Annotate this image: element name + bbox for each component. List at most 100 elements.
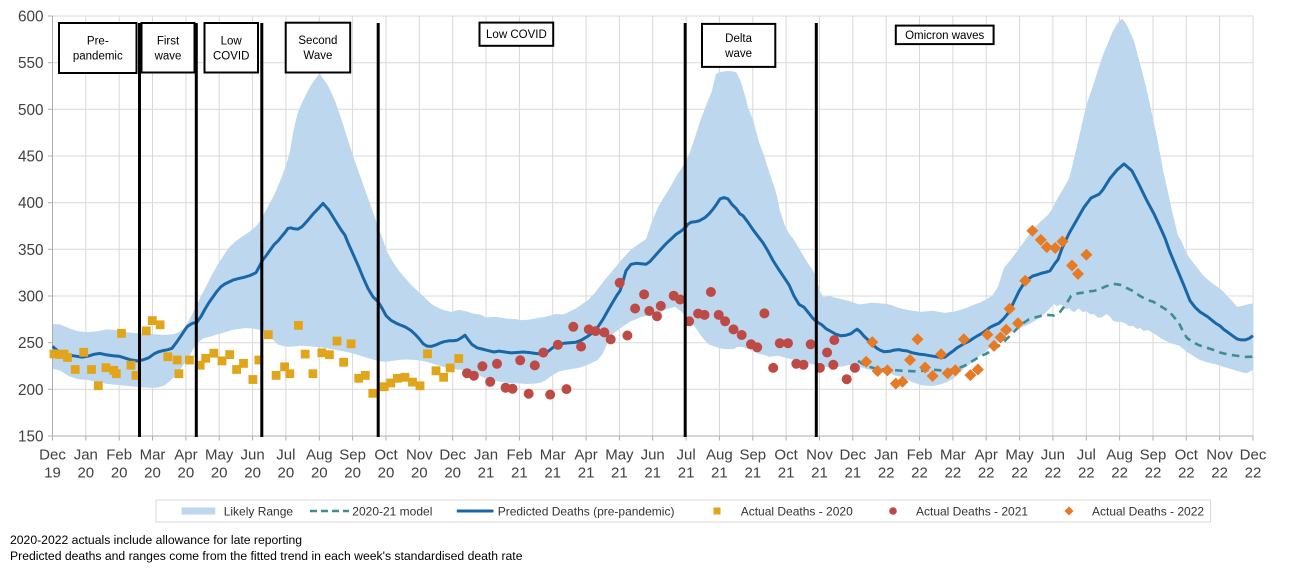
svg-text:Feb: Feb bbox=[506, 447, 532, 464]
svg-text:Jan: Jan bbox=[874, 447, 898, 464]
svg-text:Aug: Aug bbox=[306, 447, 333, 464]
svg-text:20: 20 bbox=[111, 465, 128, 482]
svg-text:22: 22 bbox=[1078, 465, 1095, 482]
svg-text:22: 22 bbox=[1111, 465, 1128, 482]
svg-text:Mar: Mar bbox=[540, 447, 566, 464]
svg-text:21: 21 bbox=[611, 465, 628, 482]
svg-text:2020-21 model: 2020-21 model bbox=[352, 505, 432, 519]
svg-text:22: 22 bbox=[878, 465, 895, 482]
svg-text:wave: wave bbox=[154, 50, 182, 62]
svg-text:Feb: Feb bbox=[106, 447, 132, 464]
svg-text:Predicted deaths and ranges co: Predicted deaths and ranges come from th… bbox=[10, 549, 523, 563]
svg-text:22: 22 bbox=[911, 465, 928, 482]
svg-text:21: 21 bbox=[844, 465, 861, 482]
svg-text:Nov: Nov bbox=[806, 447, 833, 464]
svg-text:22: 22 bbox=[1045, 465, 1062, 482]
svg-text:Sep: Sep bbox=[1140, 447, 1167, 464]
svg-text:450: 450 bbox=[18, 149, 44, 166]
svg-text:Wave: Wave bbox=[303, 50, 332, 62]
svg-text:Apr: Apr bbox=[574, 447, 597, 464]
svg-text:20: 20 bbox=[344, 465, 361, 482]
svg-text:Nov: Nov bbox=[406, 447, 433, 464]
svg-text:22: 22 bbox=[1245, 465, 1262, 482]
svg-text:May: May bbox=[1005, 447, 1034, 464]
svg-text:Aug: Aug bbox=[1106, 447, 1133, 464]
svg-text:21: 21 bbox=[744, 465, 761, 482]
svg-text:21: 21 bbox=[778, 465, 795, 482]
svg-text:Feb: Feb bbox=[907, 447, 933, 464]
svg-text:2020-2022 actuals include allo: 2020-2022 actuals include allowance for … bbox=[10, 533, 302, 547]
svg-text:200: 200 bbox=[18, 382, 44, 399]
svg-text:Oct: Oct bbox=[374, 447, 398, 464]
svg-text:150: 150 bbox=[18, 429, 44, 446]
svg-text:Apr: Apr bbox=[975, 447, 998, 464]
svg-text:Dec: Dec bbox=[39, 447, 66, 464]
svg-text:Dec: Dec bbox=[839, 447, 866, 464]
svg-text:Apr: Apr bbox=[174, 447, 197, 464]
svg-text:20: 20 bbox=[211, 465, 228, 482]
svg-text:21: 21 bbox=[644, 465, 661, 482]
svg-text:Oct: Oct bbox=[1175, 447, 1199, 464]
svg-text:20: 20 bbox=[178, 465, 195, 482]
svg-text:Delta: Delta bbox=[725, 33, 752, 45]
svg-text:pandemic: pandemic bbox=[73, 51, 123, 63]
svg-text:22: 22 bbox=[1011, 465, 1028, 482]
svg-text:21: 21 bbox=[544, 465, 561, 482]
svg-text:Jan: Jan bbox=[74, 447, 98, 464]
svg-text:Dec: Dec bbox=[439, 447, 466, 464]
svg-text:22: 22 bbox=[1178, 465, 1195, 482]
svg-text:Jan: Jan bbox=[474, 447, 498, 464]
svg-text:22: 22 bbox=[1145, 465, 1162, 482]
svg-text:21: 21 bbox=[511, 465, 528, 482]
svg-text:600: 600 bbox=[18, 9, 44, 26]
svg-text:Jun: Jun bbox=[1041, 447, 1065, 464]
svg-text:Likely Range: Likely Range bbox=[224, 505, 294, 519]
svg-text:Jul: Jul bbox=[1077, 447, 1096, 464]
svg-text:Pre-: Pre- bbox=[87, 36, 109, 48]
svg-text:Actual Deaths - 2022: Actual Deaths - 2022 bbox=[1092, 505, 1204, 519]
svg-text:350: 350 bbox=[18, 242, 44, 259]
svg-text:Second: Second bbox=[298, 35, 337, 47]
svg-text:Sep: Sep bbox=[739, 447, 766, 464]
svg-text:20: 20 bbox=[77, 465, 94, 482]
svg-text:Oct: Oct bbox=[774, 447, 798, 464]
svg-text:500: 500 bbox=[18, 102, 44, 119]
svg-text:May: May bbox=[205, 447, 234, 464]
svg-text:May: May bbox=[605, 447, 634, 464]
svg-text:20: 20 bbox=[378, 465, 395, 482]
svg-text:21: 21 bbox=[478, 465, 495, 482]
svg-text:20: 20 bbox=[278, 465, 295, 482]
svg-text:Mar: Mar bbox=[940, 447, 966, 464]
svg-text:Jun: Jun bbox=[641, 447, 665, 464]
svg-text:wave: wave bbox=[724, 48, 752, 60]
svg-text:19: 19 bbox=[44, 465, 61, 482]
svg-text:Actual Deaths - 2020: Actual Deaths - 2020 bbox=[741, 505, 853, 519]
svg-text:20: 20 bbox=[311, 465, 328, 482]
svg-text:22: 22 bbox=[1211, 465, 1228, 482]
svg-text:Predicted Deaths (pre-pandemic: Predicted Deaths (pre-pandemic) bbox=[498, 505, 675, 519]
svg-text:Low COVID: Low COVID bbox=[486, 29, 547, 41]
svg-text:COVID: COVID bbox=[213, 50, 249, 62]
svg-text:21: 21 bbox=[711, 465, 728, 482]
svg-text:Low: Low bbox=[221, 35, 243, 47]
svg-text:Dec: Dec bbox=[1240, 447, 1267, 464]
svg-text:Jun: Jun bbox=[241, 447, 265, 464]
svg-text:Aug: Aug bbox=[706, 447, 733, 464]
svg-text:21: 21 bbox=[678, 465, 695, 482]
svg-text:22: 22 bbox=[978, 465, 995, 482]
svg-text:Jul: Jul bbox=[276, 447, 295, 464]
svg-text:Omicron waves: Omicron waves bbox=[905, 30, 984, 42]
svg-text:Nov: Nov bbox=[1206, 447, 1233, 464]
svg-text:22: 22 bbox=[945, 465, 962, 482]
svg-text:Mar: Mar bbox=[140, 447, 166, 464]
svg-text:Jul: Jul bbox=[677, 447, 696, 464]
svg-text:400: 400 bbox=[18, 195, 44, 212]
svg-text:550: 550 bbox=[18, 55, 44, 72]
svg-text:300: 300 bbox=[18, 289, 44, 306]
svg-text:First: First bbox=[157, 35, 180, 47]
svg-text:Sep: Sep bbox=[339, 447, 366, 464]
svg-text:21: 21 bbox=[811, 465, 828, 482]
svg-text:250: 250 bbox=[18, 335, 44, 352]
svg-text:20: 20 bbox=[244, 465, 261, 482]
svg-text:21: 21 bbox=[578, 465, 595, 482]
